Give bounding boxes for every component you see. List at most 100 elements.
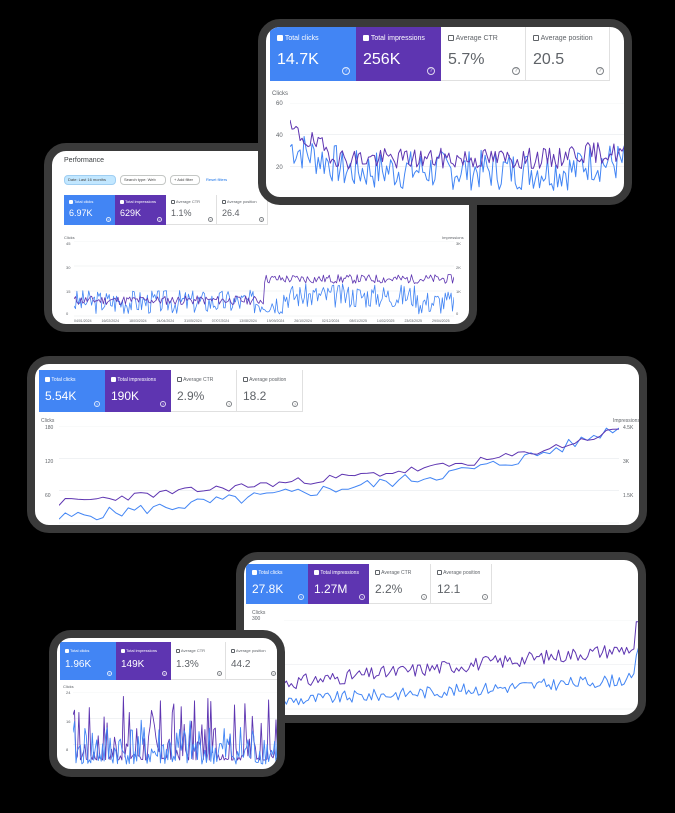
total-clicks-card[interactable]: Total clicks 5.54K ? <box>39 370 105 412</box>
metric-label: Total impressions <box>320 570 359 576</box>
y-tick-label: 16 <box>66 719 71 724</box>
performance-panel-c: Total clicks 27.8K ? Total impressions 1… <box>236 552 646 723</box>
performance-chart <box>290 103 624 191</box>
search-type-filter-label: Search type: Web <box>124 177 156 182</box>
search-type-filter-chip[interactable]: Search type: Web <box>120 175 166 185</box>
x-tick-label: 04/01/2024 <box>74 319 92 323</box>
date-filter-chip[interactable]: Date: Last 16 months <box>64 175 116 185</box>
metric-label: Average position <box>226 199 257 204</box>
metric-value: 14.7K <box>277 51 319 68</box>
help-icon: ? <box>162 671 167 676</box>
y-tick-label: 45 <box>66 241 71 246</box>
clicks-line <box>284 647 638 706</box>
checkbox-icon <box>277 35 283 42</box>
total-impressions-card[interactable]: Total impressions 256K ? <box>356 27 441 81</box>
y-axis-title: Clicks <box>64 235 75 240</box>
metric-label: Total clicks <box>51 377 76 383</box>
performance-chart <box>59 426 619 524</box>
checkbox-icon <box>69 199 73 204</box>
average-ctr-card[interactable]: Average CTR 1.3% ? <box>171 642 226 680</box>
help-icon: ? <box>160 401 166 407</box>
metric-label: Average CTR <box>183 377 214 383</box>
reset-filters-link[interactable]: Reset filters <box>206 177 228 182</box>
checkbox-icon <box>45 377 50 383</box>
help-icon: ? <box>106 217 111 222</box>
metric-value: 1.3% <box>176 659 199 670</box>
metric-value: 1.96K <box>65 659 92 670</box>
metric-label: Average CTR <box>175 199 201 204</box>
add-filter-label: + Add filter <box>174 177 194 182</box>
average-ctr-card[interactable]: Average CTR 2.9% ? <box>171 370 237 412</box>
metric-value: 26.4 <box>222 208 240 218</box>
x-tick-label: 18/03/2024 <box>129 319 147 323</box>
total-clicks-card[interactable]: Total clicks 27.8K ? <box>246 564 308 604</box>
help-icon: ? <box>596 67 604 75</box>
checkbox-icon <box>363 35 369 42</box>
metric-label: Total impressions <box>370 35 425 42</box>
help-icon: ? <box>94 401 100 407</box>
total-impressions-card[interactable]: Total impressions 1.27M ? <box>308 564 369 604</box>
checkbox-icon <box>222 199 226 204</box>
help-icon: ? <box>226 401 232 407</box>
total-impressions-card[interactable]: Total impressions 149K ? <box>116 642 171 680</box>
checkbox-icon <box>121 648 125 653</box>
metric-value: 1.1% <box>171 208 192 218</box>
x-tick-label: 07/07/2024 <box>211 319 230 323</box>
help-icon: ? <box>292 401 298 407</box>
y-tick-label: 24 <box>66 690 71 695</box>
metric-label: Total impressions <box>117 377 156 383</box>
checkbox-icon <box>231 648 235 653</box>
add-filter-button[interactable]: + Add filter <box>170 175 200 185</box>
average-ctr-card[interactable]: Average CTR 2.2% ? <box>369 564 431 604</box>
metric-cards: Total clicks 1.96K ? Total impressions 1… <box>60 642 277 680</box>
average-ctr-card[interactable]: Average CTR 5.7% ? <box>441 27 526 81</box>
metric-label: Average position <box>540 35 593 42</box>
average-position-card[interactable]: Average position 18.2 ? <box>237 370 303 412</box>
x-tick-label: 31/05/2024 <box>184 319 202 323</box>
total-impressions-card[interactable]: Total impressions 629K ? <box>115 195 166 225</box>
y-axis-title: Clicks <box>41 418 55 424</box>
help-icon: ? <box>208 217 213 222</box>
help-icon: ? <box>217 671 222 676</box>
metric-cards: Total clicks 27.8K ? Total impressions 1… <box>246 564 492 604</box>
help-icon: ? <box>421 594 427 600</box>
checkbox-icon <box>533 35 539 42</box>
metric-label: Average position <box>235 648 266 653</box>
average-position-card[interactable]: Average position 20.5 ? <box>526 27 610 81</box>
average-position-card[interactable]: Average position 44.2 ? <box>226 642 277 680</box>
average-ctr-card[interactable]: Average CTR 1.1% ? <box>166 195 217 225</box>
total-clicks-card[interactable]: Total clicks 1.96K ? <box>60 642 116 680</box>
performance-panel-a: Total clicks 14.7K ? Total impressions 2… <box>258 19 632 205</box>
y-tick-label-right: 0 <box>456 311 459 316</box>
checkbox-icon <box>65 648 69 653</box>
metric-label: Average position <box>249 377 287 383</box>
average-position-card[interactable]: Average position 12.1 ? <box>431 564 492 604</box>
checkbox-icon <box>111 377 116 383</box>
y-tick-label-right: 4.5K <box>623 425 634 431</box>
help-icon: ? <box>342 67 350 75</box>
impressions-line <box>290 119 624 170</box>
total-clicks-card[interactable]: Total clicks 14.7K ? <box>270 27 356 81</box>
total-clicks-card[interactable]: Total clicks 6.97K ? <box>64 195 115 225</box>
performance-panel-d: Total clicks 1.96K ? Total impressions 1… <box>49 630 285 777</box>
x-tick-label: 16/02/2024 <box>101 319 120 323</box>
performance-chart <box>74 241 454 317</box>
y-tick-label: 0 <box>66 311 69 316</box>
average-position-card[interactable]: Average position 26.4 ? <box>217 195 268 225</box>
impressions-line <box>284 621 638 690</box>
impressions-line <box>74 274 454 306</box>
metric-label: Average CTR <box>180 648 206 653</box>
metric-value: 18.2 <box>243 389 267 403</box>
x-tick-label: 19/09/2024 <box>266 319 285 323</box>
metric-label: Total clicks <box>74 199 94 204</box>
x-tick-label: 02/12/2024 <box>321 319 340 323</box>
metric-value: 5.54K <box>45 389 77 403</box>
total-impressions-card[interactable]: Total impressions 190K ? <box>105 370 171 412</box>
metric-value: 44.2 <box>231 659 251 670</box>
y-tick-label: 300 <box>252 616 261 622</box>
y-tick-label: 60 <box>276 101 283 107</box>
metric-value: 190K <box>111 389 140 403</box>
metric-label: Average position <box>443 570 481 576</box>
help-icon: ? <box>427 67 435 75</box>
checkbox-icon <box>437 570 442 576</box>
